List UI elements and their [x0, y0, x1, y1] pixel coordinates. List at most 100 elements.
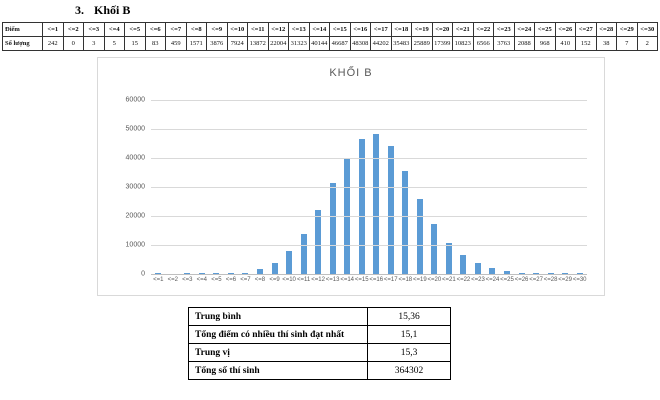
- bar-slot: [311, 100, 326, 274]
- score-table-value-cell: 2088: [513, 36, 535, 51]
- x-tick-label: <=28: [543, 277, 558, 283]
- bar: [387, 145, 394, 274]
- score-table-column-header: <=8: [185, 22, 207, 37]
- score-table-value-cell: 31323: [288, 36, 310, 51]
- x-tick-label: <=23: [471, 277, 485, 283]
- bar: [198, 273, 205, 274]
- x-tick-label: <=29: [558, 277, 572, 283]
- y-tick-label: 20000: [125, 212, 145, 220]
- summary-label-cell: Trung vị: [188, 343, 368, 362]
- x-tick-label: <=5: [211, 277, 222, 283]
- score-table-column-header: <=18: [390, 22, 412, 37]
- x-tick-label: <=12: [311, 277, 325, 283]
- score-table-value-cell: 25889: [411, 36, 433, 51]
- x-tick-label: <=25: [500, 277, 514, 283]
- score-table-column-header: <=4: [103, 22, 125, 37]
- bar: [504, 271, 511, 274]
- bar: [155, 273, 162, 274]
- score-table-value-cell: 7: [616, 36, 638, 51]
- score-table-value-cell: 5: [103, 36, 125, 51]
- score-table-column-header: <=28: [595, 22, 617, 37]
- score-table-corner-cell: Điểm: [2, 22, 43, 37]
- bar-slot: [195, 100, 210, 274]
- bar: [562, 273, 569, 274]
- x-tick-label: <=9: [269, 277, 280, 283]
- x-tick-label: <=3: [182, 277, 193, 283]
- summary-row: Trung bình 15,36: [188, 307, 451, 326]
- bar-slot: [296, 100, 311, 274]
- summary-label-cell: Tổng số thí sinh: [188, 361, 368, 380]
- score-table-value-cell: 2: [636, 36, 658, 51]
- score-table-value-cell: 242: [42, 36, 64, 51]
- gridline: [151, 100, 587, 101]
- bar: [344, 157, 351, 274]
- bar: [431, 223, 438, 274]
- score-table-column-header: <=23: [493, 22, 515, 37]
- bar-slot: [558, 100, 573, 274]
- bar-slot: [529, 100, 544, 274]
- bar-slot: [413, 100, 428, 274]
- score-table-column-header: <=3: [83, 22, 105, 37]
- x-tick-label: <=2: [167, 277, 178, 283]
- bar-slot: [456, 100, 471, 274]
- score-table-column-header: <=17: [370, 22, 392, 37]
- score-table-column-header: <=15: [329, 22, 351, 37]
- section-number: 3.: [75, 3, 84, 17]
- x-tick-label: <=16: [369, 277, 384, 283]
- x-tick-label: <=15: [354, 277, 369, 283]
- bar-slot: [500, 100, 515, 274]
- score-table-value-cell: 6566: [472, 36, 494, 51]
- score-table-value-cell: 38: [595, 36, 617, 51]
- score-table-value-cell: 35483: [390, 36, 412, 51]
- score-table-column-header: <=9: [206, 22, 228, 37]
- summary-row: Tổng điểm có nhiều thí sinh đạt nhất 15,1: [188, 325, 451, 344]
- score-table-value-cell: 10823: [452, 36, 474, 51]
- x-tick-label: <=6: [225, 277, 237, 283]
- bar-series: [151, 100, 587, 274]
- score-table-column-header: <=6: [144, 22, 166, 37]
- y-tick-label: 40000: [125, 154, 145, 162]
- summary-value-cell: 15,1: [367, 325, 451, 344]
- bar: [373, 133, 380, 274]
- score-table-column-header: <=10: [226, 22, 248, 37]
- bar: [256, 269, 263, 274]
- score-table-value-cell: 3876: [206, 36, 228, 51]
- x-tick-label: <=7: [240, 277, 251, 283]
- chart-panel: KHỐI B 0 10000 20000 30000 40000 50000 60000 <…: [97, 57, 605, 296]
- summary-table: Trung bình 15,36 Tổng điểm có nhiều thí si…: [188, 307, 451, 380]
- gridline: [151, 129, 587, 130]
- x-tick-label: <=8: [254, 277, 266, 283]
- bar: [286, 251, 293, 274]
- bar: [518, 272, 525, 274]
- score-table-value-cell: 7924: [226, 36, 248, 51]
- x-tick-label: <=24: [485, 277, 500, 283]
- x-tick-label: <=13: [325, 277, 340, 283]
- summary-label-cell: Trung bình: [188, 307, 368, 326]
- bar: [474, 263, 481, 274]
- chart-title: KHỐI B: [329, 67, 373, 79]
- bar: [227, 273, 234, 274]
- bar-slot: [543, 100, 558, 274]
- bar: [271, 262, 278, 274]
- x-tick-label: <=19: [412, 277, 427, 283]
- score-table-value-cell: 17399: [431, 36, 453, 51]
- score-table-header-row: Điểm <=1 <=2 <=3 <=4 <=5 <=6 <=7 <=8 <=9 <=10 <=11…: [2, 22, 658, 37]
- score-table-column-header: <=16: [349, 22, 371, 37]
- score-table-value-cell: 152: [575, 36, 597, 51]
- score-table-column-header: <=14: [308, 22, 330, 37]
- score-table-value-cell: 48308: [349, 36, 371, 51]
- gridline: [151, 187, 587, 188]
- plot-area: <=1 <=2 <=3 <=4 <=5 <=6 <=7 <=8 <=9 <=10 <=11 <=12 <…: [151, 100, 587, 283]
- bar: [300, 233, 307, 274]
- score-table-value-cell: 83: [144, 36, 166, 51]
- score-table-value-cell: 46687: [329, 36, 351, 51]
- bar-slot: [340, 100, 355, 274]
- bar-slot: [224, 100, 239, 274]
- bar: [576, 273, 583, 274]
- x-tick-label: <=21: [442, 277, 456, 283]
- score-table-value-cell: 1571: [185, 36, 207, 51]
- score-table-column-header: <=1: [42, 22, 64, 37]
- bar: [445, 242, 452, 274]
- x-tick-label: <=20: [427, 277, 442, 283]
